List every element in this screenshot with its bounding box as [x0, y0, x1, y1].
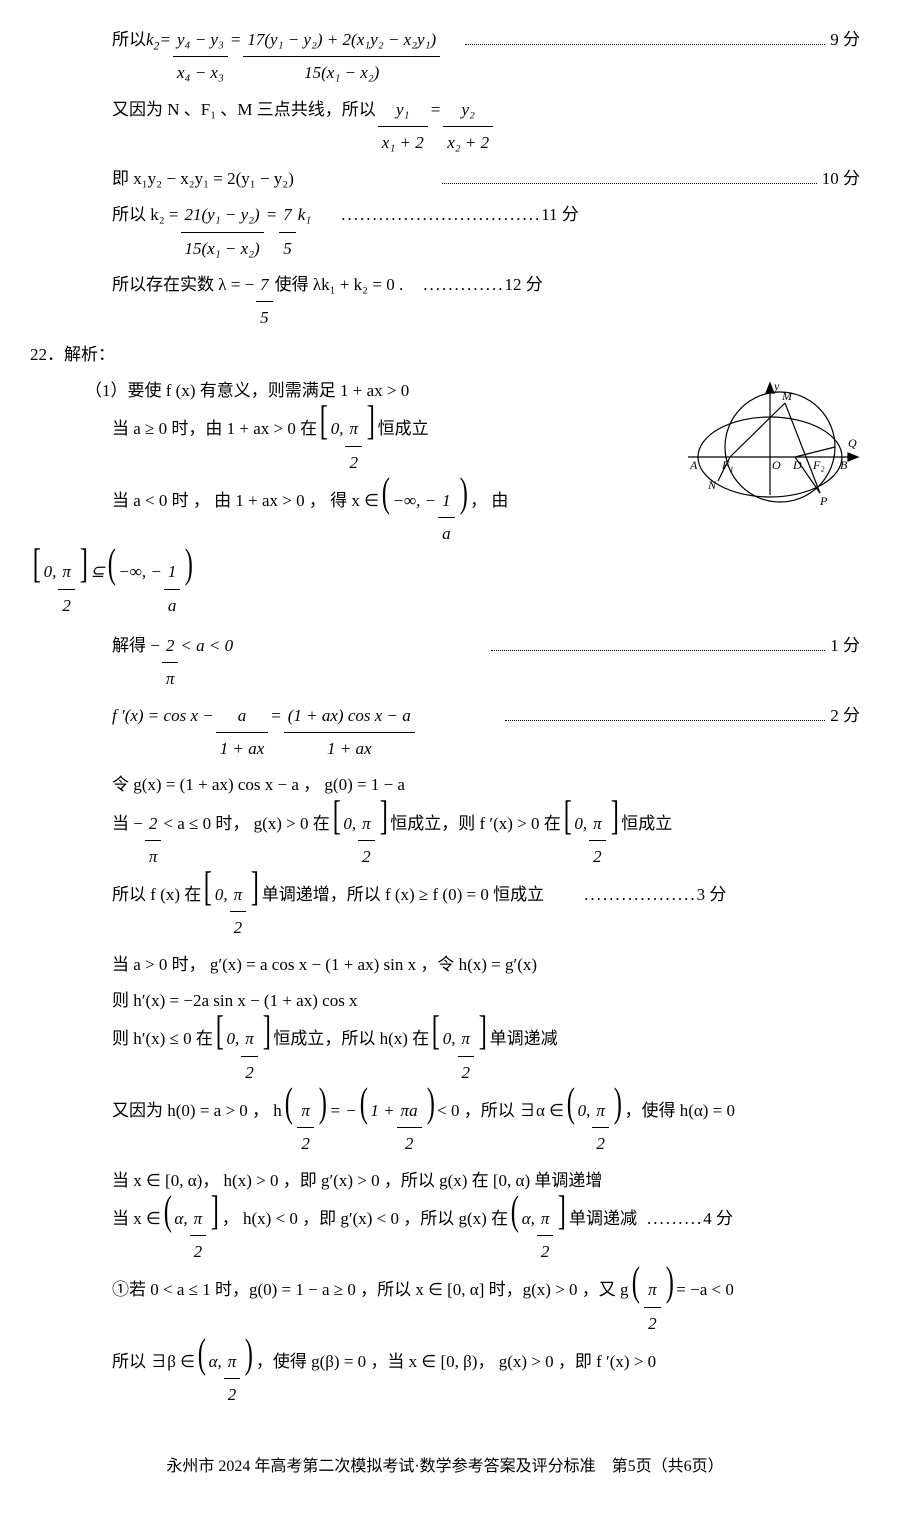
svg-text:Q: Q	[848, 436, 857, 450]
q22-h0: 又因为 h(0) = a > 0 ， h (π2) = − (1 + πa2) …	[30, 1093, 860, 1161]
svg-text:F₁: F₁	[721, 458, 734, 472]
svg-text:D: D	[792, 458, 802, 472]
eq: =	[160, 24, 171, 56]
svg-text:y: y	[773, 379, 780, 393]
txt: 所以	[112, 24, 146, 56]
q22-1: （1）要使 f (x) 有意义，则需满足 1 + ax > 0	[30, 375, 670, 407]
svg-text:O: O	[772, 458, 781, 472]
step-collinear: 又因为 N 、F₁ 、M 三点共线，所以 y₁x₁ + 2 = y₂x₂ + 2	[30, 94, 860, 160]
q22-a-pos: 当 a > 0 时， g′(x) = a cos x − (1 + ax) si…	[30, 949, 860, 981]
svg-text:P: P	[819, 494, 828, 508]
svg-text:M: M	[781, 389, 793, 403]
svg-text:F₂: F₂	[812, 458, 825, 472]
q22-1-d: 解得 − 2π < a < 0 1 分	[30, 630, 860, 696]
q22-header: 22．解析：	[30, 339, 860, 371]
q22-mono: 所以 f (x) 在 [0,π2] 单调递增，所以 f (x) ≥ f (0) …	[30, 877, 860, 945]
q22-hprime2: 则 h′(x) ≤ 0 在 [0,π2] 恒成立，所以 h(x) 在 [0,π2…	[30, 1021, 860, 1089]
q22-1-c: [0, π2 ] ⊆ (−∞, − 1a )	[30, 554, 860, 622]
step-sub: 即 x₁y₂ − x₂y₁ = 2(y₁ − y₂) 10 分	[30, 163, 860, 195]
q22-1-a: 当 a ≥ 0 时，由 1 + ax > 0 在 [0, π2 ] 恒成立	[30, 411, 670, 479]
page-footer: 永州市 2024 年高考第二次模拟考试·数学参考答案及评分标准 第5页（共6页）	[30, 1452, 860, 1482]
score: 9 分	[830, 24, 860, 56]
svg-text:B: B	[840, 458, 848, 472]
q22-fprime: f ′(x) = cos x − a1 + ax = (1 + ax) cos …	[30, 700, 860, 766]
q22-g: 令 g(x) = (1 + ax) cos x − a ， g(0) = 1 −…	[30, 769, 860, 801]
step-k2: 所以 k2 = y₄ − y₃x₄ − x₃ = 17(y₁ − y₂) + 2…	[30, 24, 860, 90]
leader-dots	[465, 34, 825, 45]
q22-xint1: 当 x ∈ [0, α)， h(x) > 0 ，即 g′(x) > 0 ，所以 …	[30, 1165, 860, 1197]
q22-case1: 当 − 2π < a ≤ 0 时， g(x) > 0 在 [0,π2] 恒成立，…	[30, 806, 860, 874]
q22-xint2: 当 x ∈ (α, π2] ， h(x) < 0 ，即 g′(x) < 0 ，所…	[30, 1201, 860, 1269]
q22-1-b: 当 a < 0 时 ， 由 1 + ax > 0 ， 得 x ∈ (−∞, − …	[30, 483, 670, 551]
step-lambda: 所以存在实数 λ = − 75 使得 λk₁ + k₂ = 0 . ......…	[30, 269, 860, 335]
svg-text:A: A	[689, 458, 698, 472]
q22-beta: 所以 ∃β ∈ (α, π2) ，使得 g(β) = 0 ，当 x ∈ [0, …	[30, 1344, 860, 1412]
q22-hprime: 则 h′(x) = −2a sin x − (1 + ax) cos x	[30, 985, 860, 1017]
svg-text:N: N	[707, 478, 717, 492]
step-k2-final: 所以 k₂ = 21(y₁ − y₂)15(x₁ − x₂) = 75 k₁ .…	[30, 199, 860, 265]
ellipse-diagram: y M Q A F₁ O D F₂ B N P	[680, 375, 860, 520]
q22-case-i: ①若 0 < a ≤ 1 时，g(0) = 1 − a ≥ 0 ，所以 x ∈ …	[30, 1272, 860, 1340]
